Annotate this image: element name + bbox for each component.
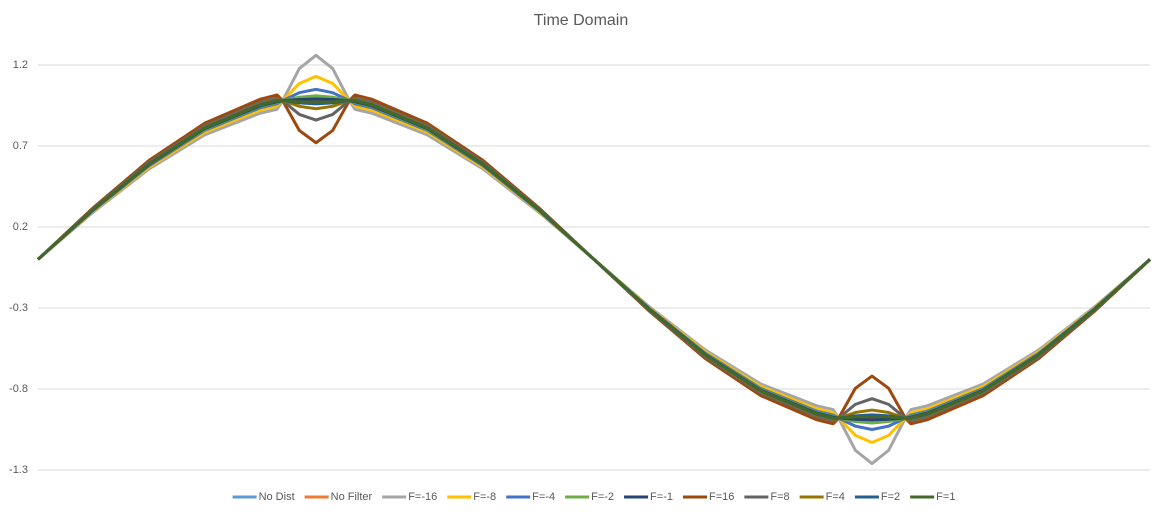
legend-item: F=2 <box>854 491 900 503</box>
y-tick-label: -0.3 <box>9 302 28 314</box>
legend-item: F=-1 <box>624 491 673 503</box>
y-tick-label: 0.2 <box>13 221 28 233</box>
y-tick-label: -1.3 <box>9 464 28 476</box>
legend-label: No Dist <box>259 491 295 503</box>
legend-label: F=-2 <box>591 491 614 503</box>
legend-label: No Filter <box>331 491 373 503</box>
legend-label: F=2 <box>881 491 900 503</box>
y-tick-label: -0.8 <box>9 383 28 395</box>
y-tick-label: 1.2 <box>13 59 28 71</box>
legend-item: F=-4 <box>506 491 555 503</box>
legend-item: F=-8 <box>447 491 496 503</box>
series-line <box>36 99 1152 420</box>
legend-label: F=-8 <box>473 491 496 503</box>
legend-label: F=8 <box>770 491 789 503</box>
legend-item: No Dist <box>232 491 295 503</box>
legend-item: F=-2 <box>565 491 614 503</box>
legend-item: F=4 <box>799 491 845 503</box>
legend-item: F=1 <box>910 491 955 503</box>
legend-item: F=16 <box>682 491 734 503</box>
legend-item: F=-16 <box>382 491 437 503</box>
legend-label: F=4 <box>826 491 845 503</box>
y-tick-label: 0.7 <box>13 140 28 152</box>
chart-title: Time Domain <box>534 12 629 29</box>
legend-label: F=1 <box>936 491 955 503</box>
legend-item: F=8 <box>744 491 790 503</box>
legend-label: F=-16 <box>408 491 437 503</box>
legend-label: F=16 <box>709 491 734 503</box>
legend-label: F=-4 <box>532 491 555 503</box>
legend-item: No Filter <box>304 491 373 503</box>
legend-label: F=-1 <box>650 491 673 503</box>
